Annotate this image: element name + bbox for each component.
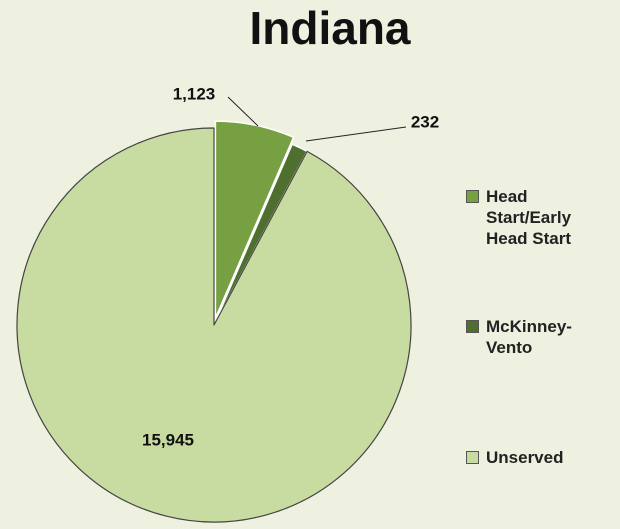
pie-slice	[16, 127, 412, 523]
legend-label: McKinney-Vento	[486, 317, 572, 357]
pie-slice	[214, 120, 295, 319]
data-label: 1,123	[173, 84, 216, 103]
legend-label: Unserved	[486, 448, 564, 467]
legend-swatch	[466, 451, 479, 464]
data-label: 232	[411, 112, 439, 131]
leader-line	[227, 96, 259, 127]
leader-line	[305, 126, 407, 142]
chart-title: Indiana	[249, 2, 410, 54]
legend-swatch	[466, 320, 479, 333]
legend-swatch	[466, 190, 479, 203]
data-label: 15,945	[142, 430, 194, 449]
legend-label: Head Start/Early Head Start	[486, 187, 572, 248]
